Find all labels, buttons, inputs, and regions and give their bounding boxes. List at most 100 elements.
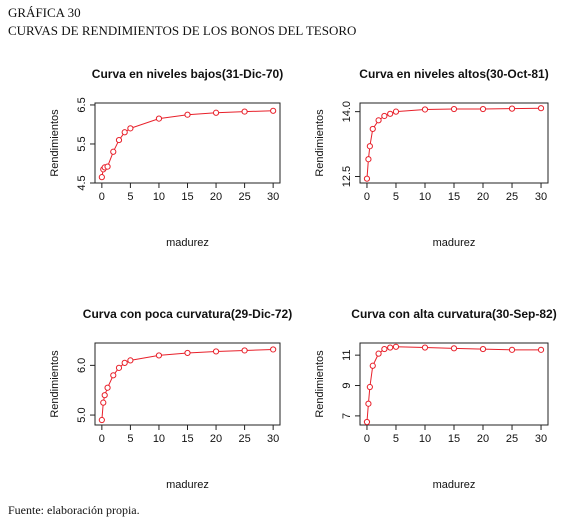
data-point	[369, 362, 376, 369]
data-point	[98, 174, 105, 181]
x-tick-label: 20	[210, 191, 222, 203]
x-tick-label: 0	[364, 191, 370, 203]
subplot-title: Curva en niveles altos(30-Oct-81)	[359, 67, 548, 81]
y-tick-label: 4.5	[76, 175, 88, 190]
subplot-title: Curva con alta curvatura(30-Sep-82)	[351, 307, 556, 321]
x-tick-label: 30	[535, 191, 547, 203]
y-tick-label: 14.0	[341, 101, 353, 122]
data-point	[241, 347, 248, 354]
x-tick-label: 20	[477, 433, 489, 445]
data-point	[121, 129, 128, 136]
data-point	[212, 109, 220, 116]
y-tick-label: 12.5	[341, 166, 353, 187]
x-axis-label: madurez	[433, 479, 476, 491]
data-point	[392, 108, 400, 115]
y-tick-label: 6.0	[76, 358, 88, 373]
data-point	[270, 107, 277, 114]
y-tick-label: 9	[341, 382, 353, 388]
data-point	[101, 392, 108, 399]
x-tick-label: 25	[238, 433, 250, 445]
y-axis-label: Rendimientos	[314, 109, 326, 177]
x-tick-label: 5	[393, 433, 399, 445]
data-point	[110, 148, 117, 155]
x-tick-label: 30	[267, 433, 279, 445]
data-point	[127, 125, 134, 132]
data-point	[381, 345, 388, 353]
data-point	[365, 400, 372, 407]
data-point	[115, 364, 123, 371]
data-point	[104, 384, 111, 391]
data-point	[121, 359, 128, 366]
data-point	[375, 350, 382, 357]
x-axis-label: madurez	[433, 237, 476, 249]
y-tick-label: 5.5	[76, 136, 88, 151]
data-point	[127, 357, 134, 364]
data-point	[421, 344, 429, 351]
data-point	[115, 136, 123, 144]
data-point	[366, 143, 373, 150]
x-tick-label: 30	[535, 433, 547, 445]
data-point	[100, 399, 107, 406]
data-point	[537, 105, 545, 112]
x-tick-label: 5	[393, 191, 399, 203]
data-point	[479, 345, 487, 353]
data-point	[479, 105, 487, 113]
x-tick-label: 15	[448, 191, 460, 203]
x-tick-label: 0	[99, 191, 105, 203]
y-axis-label: Rendimientos	[49, 109, 61, 177]
x-tick-label: 0	[364, 433, 370, 445]
x-axis-label: madurez	[166, 479, 209, 491]
x-tick-label: 25	[506, 191, 518, 203]
x-tick-label: 10	[153, 191, 165, 203]
data-point	[381, 112, 388, 120]
x-tick-label: 10	[419, 191, 431, 203]
plot-box	[359, 342, 549, 426]
x-tick-label: 15	[181, 433, 193, 445]
data-point	[184, 349, 191, 357]
x-tick-label: 10	[153, 433, 165, 445]
y-tick-label: 11	[341, 349, 353, 360]
figure-title: CURVAS DE RENDIMIENTOS DE LOS BONOS DEL …	[8, 23, 356, 38]
data-point	[369, 125, 376, 133]
data-point	[363, 175, 371, 182]
x-tick-label: 25	[238, 191, 250, 203]
data-point	[155, 115, 163, 122]
data-point	[212, 348, 220, 355]
x-tick-label: 20	[477, 191, 489, 203]
y-tick-label: 6.5	[76, 97, 88, 112]
data-point	[421, 106, 429, 113]
data-point	[270, 346, 277, 353]
x-tick-label: 15	[448, 433, 460, 445]
data-point	[365, 156, 372, 163]
curve-line	[101, 110, 274, 178]
data-point	[387, 344, 394, 351]
y-tick-label: 7	[341, 413, 353, 419]
x-tick-label: 5	[127, 433, 133, 445]
y-tick-label: 5.0	[76, 407, 88, 422]
y-axis-label: Rendimientos	[49, 350, 61, 418]
data-point	[110, 372, 117, 379]
curve-line	[366, 346, 542, 423]
data-point	[241, 108, 248, 115]
x-tick-label: 20	[210, 433, 222, 445]
data-point	[155, 352, 163, 359]
data-point	[366, 383, 373, 391]
data-point	[363, 418, 371, 426]
data-point	[537, 346, 545, 353]
subplot-title: Curva en niveles bajos(31-Dic-70)	[92, 67, 283, 81]
x-tick-label: 0	[99, 433, 105, 445]
data-point	[392, 343, 400, 350]
data-point	[104, 163, 111, 170]
data-point	[387, 110, 394, 117]
data-point	[508, 346, 516, 353]
x-tick-label: 25	[506, 433, 518, 445]
x-tick-label: 15	[181, 191, 193, 203]
x-axis-label: madurez	[166, 237, 209, 249]
figure-label: GRÁFICA 30	[8, 5, 81, 20]
data-point	[375, 117, 382, 124]
data-point	[450, 105, 458, 113]
data-point	[98, 416, 105, 424]
source-note: Fuente: elaboración propia.	[8, 503, 140, 517]
y-axis-label: Rendimientos	[314, 350, 326, 418]
